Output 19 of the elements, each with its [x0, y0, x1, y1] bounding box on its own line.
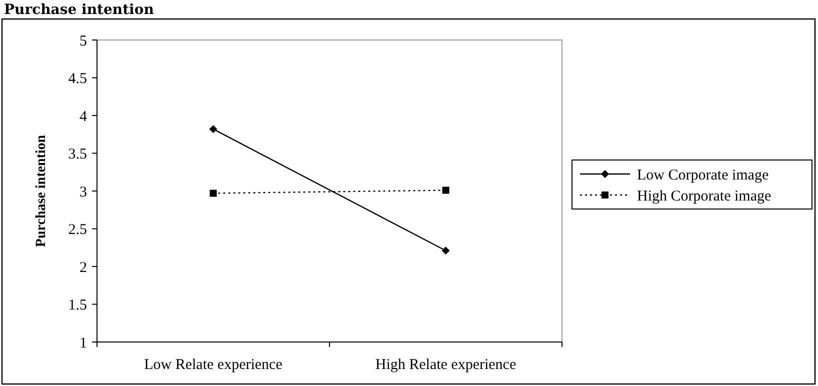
- y-tick-label: 4: [80, 108, 88, 125]
- legend-label: High Corporate image: [637, 188, 772, 204]
- y-axis-title: Purchase intention: [34, 134, 49, 248]
- x-tick-label: High Relate experience: [375, 357, 516, 373]
- chart-title: Purchase intention: [4, 2, 154, 18]
- y-tick-label: 2.5: [68, 222, 87, 238]
- y-tick-label: 1.5: [68, 298, 87, 314]
- y-tick-label: 2: [80, 260, 87, 276]
- point: [209, 125, 218, 134]
- y-tick-label: 3: [80, 184, 87, 200]
- y-tick-label: 1: [80, 335, 87, 352]
- y-tick-label: 3.5: [68, 146, 87, 162]
- x-tick-label: Low Relate experience: [144, 357, 283, 373]
- point: [442, 246, 450, 255]
- point: [442, 186, 450, 194]
- legend-label: Low Corporate image: [637, 167, 769, 184]
- y-tick-label: 5: [80, 33, 87, 50]
- point: [210, 190, 217, 197]
- y-tick-label: 4.5: [68, 71, 87, 87]
